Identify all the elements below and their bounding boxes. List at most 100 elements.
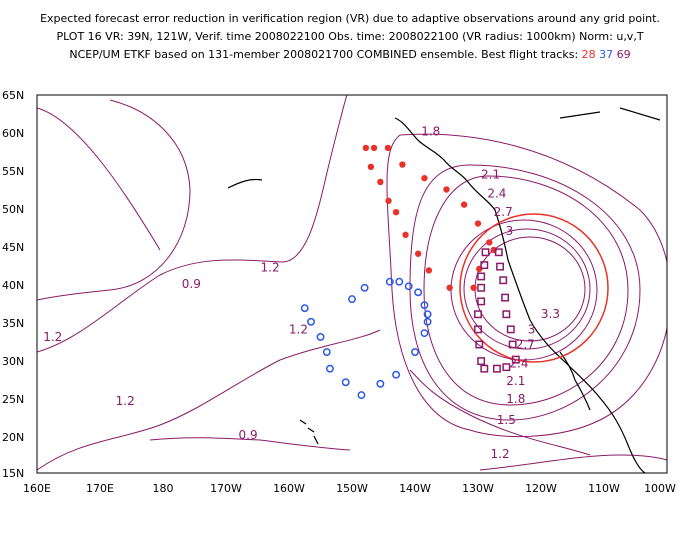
red-track-point xyxy=(460,201,468,208)
contour-label: 1.2 xyxy=(43,330,62,344)
contour-labels: 1.82.12.42.733.332.72.42.11.81.51.21.20.… xyxy=(43,124,560,461)
lon-label: 180 xyxy=(153,482,174,495)
contour-label: 1.2 xyxy=(289,322,308,336)
contour-label: 2.7 xyxy=(494,205,513,219)
purple-track-point xyxy=(502,310,511,319)
blue-track-point xyxy=(322,348,331,356)
purple-track-point xyxy=(511,355,520,364)
contour-label: 3 xyxy=(528,322,536,336)
north-america-coast xyxy=(394,117,646,473)
purple-track-point xyxy=(477,297,486,306)
blue-track-point xyxy=(420,301,429,310)
plot-header: Expected forecast error reduction in ver… xyxy=(0,0,700,75)
latitude-labels: 65N 60N 55N 50N 45N 40N 35N 30N 25N 20N … xyxy=(2,89,24,480)
purple-track-point xyxy=(506,325,515,334)
contour-2-4 xyxy=(423,175,629,406)
contour-label: 1.2 xyxy=(116,394,135,408)
lat-label: 40N xyxy=(2,279,24,292)
contour-label: 0.9 xyxy=(182,277,201,291)
header-line-3: NCEP/UM ETKF based on 131-member 2008021… xyxy=(0,48,700,61)
lat-label: 20N xyxy=(2,431,24,444)
contour-label: 1.8 xyxy=(421,124,440,138)
contour-label: 1.2 xyxy=(491,447,510,461)
blue-track-point xyxy=(414,288,423,297)
header-line-1: Expected forecast error reduction in ver… xyxy=(40,12,660,25)
contour-label: 1.5 xyxy=(497,413,516,427)
contour-1-2-north xyxy=(37,107,161,251)
contour-label: 0.9 xyxy=(239,428,258,442)
flight-tracks xyxy=(300,144,520,400)
track-blue-label: 37 xyxy=(599,48,614,61)
blue-track-point xyxy=(348,295,356,304)
purple-track-point xyxy=(502,363,511,372)
red-track-point xyxy=(425,267,433,274)
lon-label: 160W xyxy=(273,482,305,495)
lon-label: 110W xyxy=(588,482,620,495)
blue-track-point xyxy=(341,378,350,387)
lat-label: 65N xyxy=(2,89,24,102)
red-track-point xyxy=(474,220,482,227)
arctic-islands xyxy=(559,107,661,121)
contour-label: 2.4 xyxy=(487,186,506,200)
purple-track-point xyxy=(499,276,508,285)
contour-1-8 xyxy=(386,133,667,438)
red-track-point xyxy=(402,231,409,239)
red-track-point xyxy=(377,178,384,186)
purple-track-point xyxy=(492,364,501,373)
blue-track-point xyxy=(300,304,309,313)
lat-label: 50N xyxy=(2,203,24,216)
blue-track-point xyxy=(411,348,419,356)
lat-label: 45N xyxy=(2,241,24,254)
red-track-point xyxy=(446,284,453,291)
red-track-point xyxy=(385,197,392,205)
purple-track-point xyxy=(474,310,482,319)
blue-track-point xyxy=(326,364,334,373)
track-purple-label: 69 xyxy=(616,48,631,61)
red-track-point xyxy=(384,144,392,152)
lat-label: 25N xyxy=(2,393,24,406)
red-track-point xyxy=(362,144,370,152)
contour-label: 1.8 xyxy=(506,392,525,406)
purple-track-point xyxy=(474,325,482,334)
blue-track-point xyxy=(392,370,401,379)
contour-0-9-west xyxy=(37,99,191,301)
lat-label: 55N xyxy=(2,165,24,178)
blue-track-point xyxy=(316,332,325,341)
red-track-point xyxy=(414,250,422,257)
track-red-label: 28 xyxy=(581,48,596,61)
red-track-point xyxy=(421,174,428,182)
purple-track-point xyxy=(480,364,489,373)
contour-2-1 xyxy=(409,164,641,421)
purple-track-point xyxy=(475,340,484,349)
blue-track-point xyxy=(404,282,413,291)
contour-label: 3.3 xyxy=(541,307,560,321)
purple-track-point xyxy=(477,357,486,366)
contour-lines xyxy=(37,95,667,471)
lat-label: 30N xyxy=(2,355,24,368)
contour-label: 3 xyxy=(506,224,514,238)
contour-1-2-southeast xyxy=(479,454,667,471)
header-line-2: PLOT 16 VR: 39N, 121W, Verif. time 20080… xyxy=(56,30,644,43)
blue-track-point xyxy=(423,317,432,326)
blue-track-point xyxy=(420,329,429,338)
lon-label: 150W xyxy=(336,482,368,495)
aleutian-coast xyxy=(227,178,263,189)
lon-label: 160E xyxy=(23,482,51,495)
contour-label: 2.1 xyxy=(506,374,525,388)
contour-0-9-south xyxy=(149,437,351,451)
map-frame xyxy=(36,94,668,474)
blue-track-point xyxy=(423,310,432,319)
blue-track-point xyxy=(395,277,404,286)
red-track-point xyxy=(470,284,477,291)
lon-label: 170E xyxy=(86,482,114,495)
lat-label: 60N xyxy=(2,127,24,140)
red-track-point xyxy=(370,144,378,152)
contour-3-0 xyxy=(463,228,591,350)
red-track-point xyxy=(392,208,400,216)
purple-track-point xyxy=(480,261,489,270)
contour-1-5 xyxy=(409,369,591,456)
contour-label: 2.1 xyxy=(481,167,500,181)
lon-label: 140W xyxy=(399,482,431,495)
purple-track-point xyxy=(508,340,517,349)
